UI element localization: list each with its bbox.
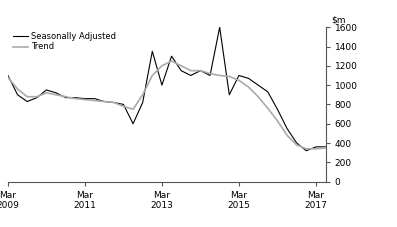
Trend: [15, 88, 20, 90]
Seasonally Adjusted: [6, 74, 10, 77]
Seasonally Adjusted: [112, 101, 116, 104]
Trend: [63, 95, 68, 98]
Legend: Seasonally Adjusted, Trend: Seasonally Adjusted, Trend: [12, 31, 117, 52]
Trend: [150, 74, 155, 77]
Trend: [83, 98, 87, 101]
Trend: [140, 94, 145, 96]
Seasonally Adjusted: [189, 74, 193, 77]
Trend: [246, 86, 251, 88]
Seasonally Adjusted: [35, 96, 39, 99]
Seasonally Adjusted: [63, 96, 68, 99]
Trend: [179, 64, 183, 67]
Seasonally Adjusted: [131, 122, 135, 125]
Trend: [314, 148, 318, 150]
Seasonally Adjusted: [140, 101, 145, 104]
Seasonally Adjusted: [246, 77, 251, 80]
Trend: [323, 146, 328, 149]
Text: $m: $m: [331, 15, 346, 25]
Seasonally Adjusted: [314, 146, 318, 148]
Trend: [256, 95, 260, 98]
Seasonally Adjusted: [15, 94, 20, 96]
Line: Trend: Trend: [8, 61, 326, 149]
Trend: [131, 108, 135, 111]
Trend: [160, 64, 164, 67]
Trend: [294, 143, 299, 146]
Seasonally Adjusted: [102, 100, 106, 103]
Seasonally Adjusted: [275, 108, 280, 111]
Trend: [227, 75, 232, 78]
Trend: [189, 69, 193, 72]
Seasonally Adjusted: [150, 50, 155, 53]
Trend: [6, 76, 10, 79]
Line: Seasonally Adjusted: Seasonally Adjusted: [8, 27, 326, 151]
Seasonally Adjusted: [266, 91, 270, 93]
Seasonally Adjusted: [121, 103, 126, 106]
Trend: [25, 95, 29, 98]
Trend: [208, 72, 212, 75]
Trend: [102, 100, 106, 103]
Seasonally Adjusted: [54, 91, 58, 94]
Trend: [266, 107, 270, 110]
Trend: [169, 60, 174, 62]
Seasonally Adjusted: [44, 89, 49, 91]
Seasonally Adjusted: [256, 84, 260, 86]
Seasonally Adjusted: [25, 100, 29, 103]
Trend: [73, 97, 78, 100]
Seasonally Adjusted: [198, 69, 203, 72]
Seasonally Adjusted: [208, 74, 212, 77]
Seasonally Adjusted: [92, 97, 97, 100]
Trend: [92, 99, 97, 102]
Trend: [198, 69, 203, 72]
Seasonally Adjusted: [294, 142, 299, 144]
Seasonally Adjusted: [179, 69, 183, 72]
Trend: [275, 119, 280, 122]
Trend: [44, 91, 49, 94]
Seasonally Adjusted: [285, 127, 289, 130]
Trend: [54, 94, 58, 96]
Seasonally Adjusted: [160, 84, 164, 86]
Seasonally Adjusted: [304, 149, 309, 152]
Trend: [304, 148, 309, 150]
Trend: [217, 74, 222, 77]
Trend: [121, 105, 126, 108]
Seasonally Adjusted: [83, 97, 87, 100]
Seasonally Adjusted: [73, 96, 78, 99]
Trend: [237, 79, 241, 82]
Seasonally Adjusted: [217, 26, 222, 29]
Seasonally Adjusted: [237, 74, 241, 77]
Seasonally Adjusted: [323, 146, 328, 148]
Trend: [285, 134, 289, 137]
Seasonally Adjusted: [169, 55, 174, 57]
Trend: [112, 101, 116, 104]
Seasonally Adjusted: [227, 94, 232, 96]
Trend: [35, 95, 39, 98]
